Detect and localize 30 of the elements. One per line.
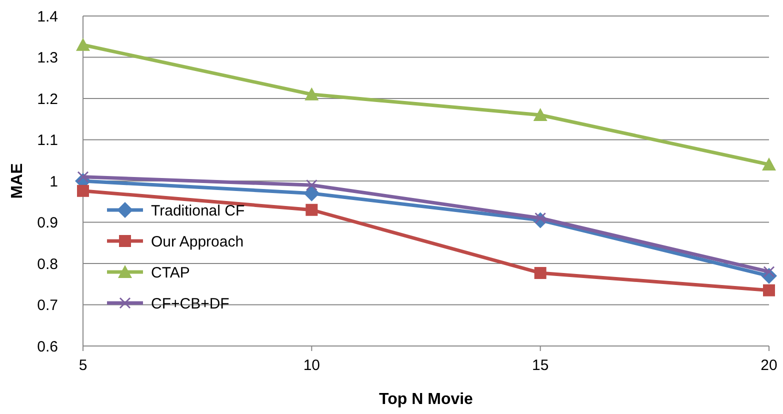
legend-label: CTAP	[151, 264, 190, 282]
x-axis-title: Top N Movie	[379, 391, 474, 408]
point	[763, 284, 775, 296]
point	[76, 38, 90, 51]
point	[77, 171, 89, 183]
y-tick-label: 0.8	[37, 256, 58, 273]
y-tick-label: 1.4	[37, 8, 58, 26]
point	[533, 108, 548, 121]
y-tick-label: 1.3	[37, 50, 58, 66]
point	[304, 185, 320, 202]
y-tick-label: 0.9	[37, 214, 58, 232]
x-tick-label: 15	[532, 357, 549, 374]
legend-label: Traditional CF	[151, 202, 245, 220]
point	[762, 158, 776, 170]
y-tick-label: 1.1	[37, 132, 58, 149]
y-tick-label: 0.7	[37, 297, 58, 314]
point	[306, 204, 318, 216]
x-tick-label: 20	[760, 357, 778, 374]
y-axis-title: MAE	[9, 162, 26, 199]
legend-label: Our Approach	[151, 233, 244, 250]
point	[306, 179, 318, 191]
point	[77, 184, 89, 197]
x-tick-label: 5	[78, 357, 88, 374]
x-tick-label: 10	[303, 357, 320, 374]
y-tick-label: 1.2	[37, 90, 58, 108]
legend-label: CF+CB+DF	[151, 295, 230, 312]
point	[304, 87, 319, 100]
y-tick-label: 0.6	[37, 338, 58, 356]
y-tick-label: 1	[50, 173, 58, 190]
point	[534, 266, 546, 279]
